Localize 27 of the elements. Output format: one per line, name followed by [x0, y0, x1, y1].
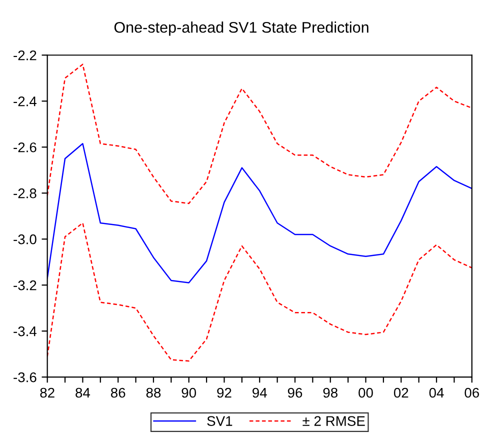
legend-label: SV1: [207, 416, 232, 426]
x-tick-label: 84: [76, 388, 90, 398]
y-tick-label: -2.4: [14, 96, 37, 106]
y-tick-label: -2.2: [14, 50, 36, 60]
x-tick-label: 94: [252, 388, 267, 398]
x-tick-label: 82: [40, 388, 54, 398]
x-tick-label: 04: [429, 388, 444, 398]
x-tick-label: 00: [358, 388, 373, 398]
y-tick-label: -3.0: [14, 234, 36, 244]
x-tick-label: 92: [217, 388, 232, 398]
y-tick-label: -3.2: [14, 280, 36, 290]
line-series: [47, 222, 472, 362]
line-series: [47, 143, 472, 284]
chart-title: One-step-ahead SV1 State Prediction: [114, 22, 368, 36]
legend-label: ± 2 RMSE: [302, 416, 365, 426]
y-tick-label: -2.8: [14, 188, 36, 198]
x-tick-label: 02: [394, 388, 408, 398]
y-tick-label: -2.6: [14, 142, 36, 152]
x-tick-label: 86: [110, 388, 126, 398]
y-tick-label: -3.6: [14, 372, 36, 382]
x-tick-label: 96: [288, 388, 302, 398]
x-tick-label: 06: [464, 388, 480, 398]
x-tick-label: 90: [182, 388, 196, 398]
x-tick-label: 88: [146, 388, 161, 398]
line-series: [47, 64, 472, 204]
y-tick-label: -3.4: [14, 326, 37, 336]
x-tick-label: 98: [323, 388, 338, 398]
